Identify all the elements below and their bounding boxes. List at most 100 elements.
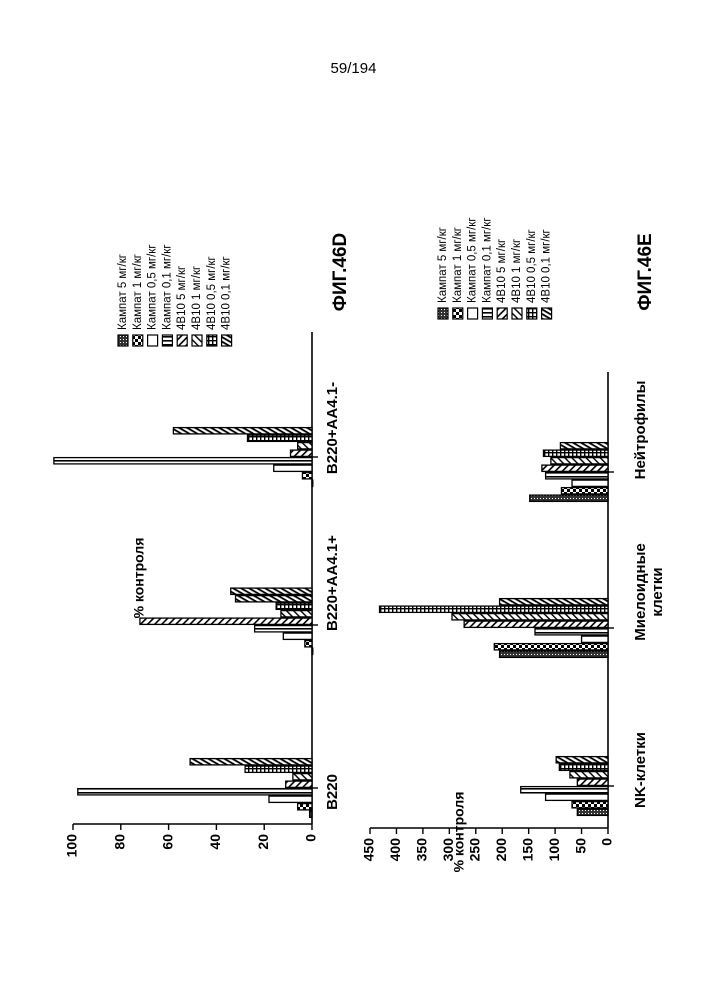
- bar: [304, 639, 313, 648]
- bar: [273, 464, 313, 473]
- legend-label: 4B10 0,1 мг/кг: [221, 256, 233, 330]
- bar: [498, 650, 609, 659]
- bar: [534, 627, 609, 636]
- bar: [544, 793, 609, 802]
- legend: Кампат 5 мг/кг Кампат 1 мг/кг Кампат 0,5 м…: [117, 244, 233, 347]
- category-label: B220+AA4.1-: [324, 382, 341, 474]
- legend-swatch: [496, 307, 508, 320]
- bar: [378, 605, 609, 614]
- legend-label: 4B10 0,5 мг/кг: [206, 256, 218, 330]
- value-tick-label: 200: [493, 838, 509, 862]
- bar: [311, 479, 314, 488]
- value-tick-label: 300: [440, 838, 456, 862]
- value-tick-label: 40: [207, 834, 223, 850]
- bar: [246, 434, 313, 443]
- legend-label: Кампат 0,1 мг/кг: [161, 244, 173, 330]
- bar: [253, 624, 313, 633]
- bar: [558, 763, 609, 772]
- bar: [297, 441, 313, 450]
- bar: [289, 449, 313, 458]
- bar: [541, 464, 609, 473]
- legend-label: Кампат 0,5 мг/кг: [147, 244, 159, 330]
- bar: [544, 471, 609, 480]
- legend-swatch: [467, 307, 479, 320]
- bar: [234, 594, 313, 603]
- bar: [53, 456, 313, 465]
- bar: [292, 772, 313, 781]
- bar: [520, 785, 609, 794]
- bar: [542, 449, 609, 458]
- value-tick-label: 0: [303, 834, 319, 842]
- value-tick-label: 350: [414, 838, 430, 862]
- legend-label: Кампат 0,1 мг/кг: [481, 217, 493, 303]
- value-tick-label: 20: [255, 834, 271, 850]
- bar: [555, 755, 609, 764]
- category-label: B220: [324, 774, 341, 810]
- legend: Кампат 5 мг/кг Кампат 1 мг/кг Кампат 0,5 м…: [437, 217, 553, 320]
- bar: [139, 617, 313, 626]
- bar: [493, 642, 609, 651]
- bar: [576, 808, 609, 817]
- legend-swatch: [206, 334, 218, 347]
- legend-label: 4B10 0,5 мг/кг: [526, 229, 538, 303]
- bar: [529, 494, 609, 503]
- bar: [301, 471, 313, 480]
- bar: [571, 479, 609, 488]
- value-axis-label: % контроля: [131, 538, 147, 619]
- chart-fig46e: 0 50 100 150 200 250 300 350 400 450 % контроля NK-…: [361, 217, 666, 872]
- legend-label: Кампат 0,5 мг/кг: [467, 217, 479, 303]
- legend-swatch: [526, 307, 538, 320]
- value-tick-label: 150: [519, 838, 535, 862]
- legend-label: Кампат 1 мг/кг: [132, 254, 144, 330]
- bar: [280, 609, 313, 618]
- bar: [571, 800, 609, 809]
- figure-title: ФИГ.46E: [635, 233, 656, 310]
- bar: [576, 778, 609, 787]
- value-tick-label: 100: [546, 838, 562, 862]
- bar: [230, 587, 313, 596]
- chart-fig46d: 0 20 40 60 80 100 % контроля B220 B220+AA4.1+ B22…: [53, 233, 351, 858]
- legend-swatch: [511, 307, 523, 320]
- category-label: NK-клетки: [632, 732, 649, 808]
- page-number: 59/194: [330, 60, 377, 77]
- value-tick-label: 80: [112, 834, 128, 850]
- bar: [580, 635, 609, 644]
- legend-swatch: [176, 334, 188, 347]
- legend-label: 4B10 5 мг/кг: [496, 239, 508, 303]
- value-tick-label: 0: [599, 838, 615, 846]
- legend-swatch: [452, 307, 464, 320]
- bar: [498, 597, 609, 606]
- legend-label: 4B10 5 мг/кг: [176, 266, 188, 330]
- legend-swatch: [161, 334, 173, 347]
- bar: [282, 632, 313, 641]
- legend-swatch: [437, 307, 449, 320]
- legend-swatch: [191, 334, 203, 347]
- category-label: Миелоидныеклетки: [632, 543, 666, 641]
- bar: [189, 757, 313, 766]
- bar: [463, 620, 609, 629]
- legend-swatch: [481, 307, 493, 320]
- charts-root: 0 20 40 60 80 100 % контроля B220 B220+AA4.1+ B22…: [53, 217, 666, 872]
- value-tick-label: 100: [64, 834, 80, 858]
- bar: [569, 770, 609, 779]
- bar: [268, 795, 313, 804]
- bar: [285, 780, 313, 789]
- legend-swatch: [117, 334, 129, 347]
- legend-label: 4B10 1 мг/кг: [191, 266, 203, 330]
- bar: [77, 787, 313, 796]
- bar: [559, 441, 609, 450]
- bar: [311, 647, 314, 656]
- legend-swatch: [132, 334, 144, 347]
- bar: [451, 612, 609, 621]
- category-label: Нейтрофилы: [632, 381, 649, 480]
- value-axis-label: % контроля: [451, 792, 467, 873]
- legend-swatch: [147, 334, 159, 347]
- value-tick-label: 60: [159, 834, 175, 850]
- legend-label: Кампат 5 мг/кг: [117, 254, 129, 330]
- value-tick-label: 250: [466, 838, 482, 862]
- legend-label: 4B10 0,1 мг/кг: [541, 229, 553, 303]
- value-tick-label: 400: [387, 838, 403, 862]
- legend-label: Кампат 5 мг/кг: [437, 227, 449, 303]
